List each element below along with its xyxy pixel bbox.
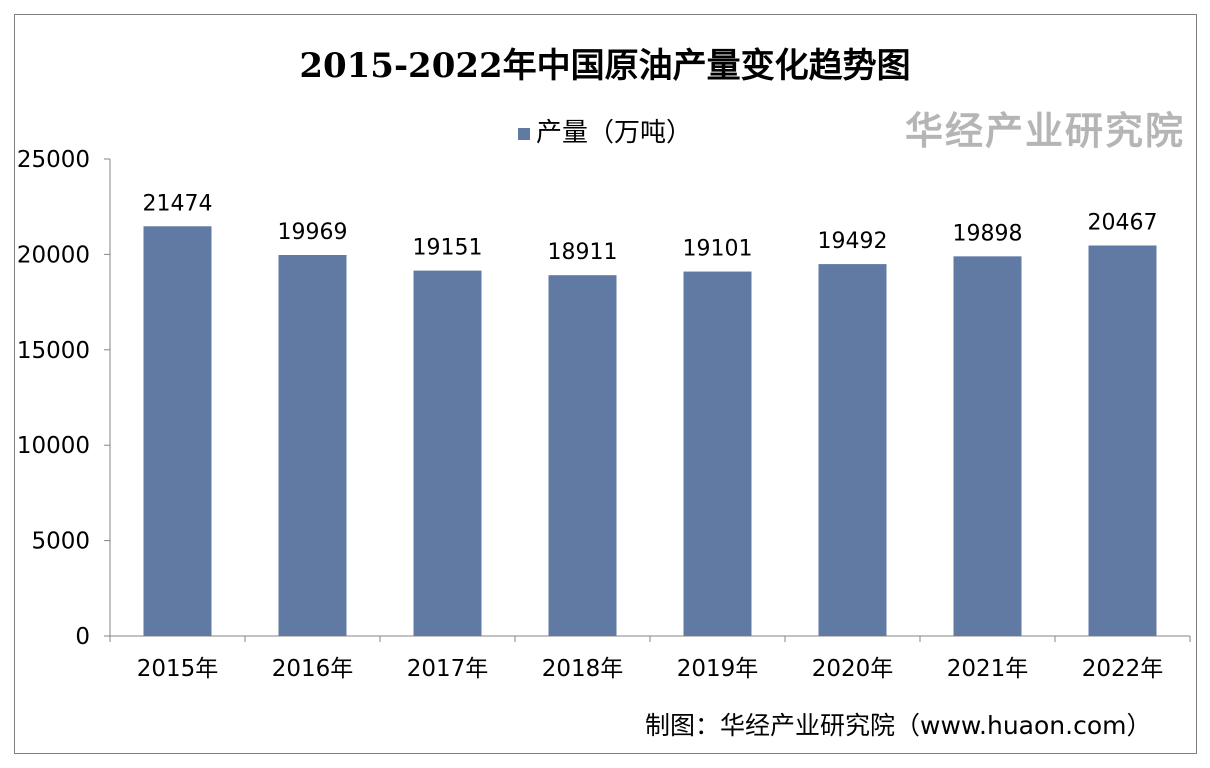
y-tick-label: 10000: [17, 433, 90, 459]
data-label: 21474: [143, 191, 213, 216]
legend: 产量（万吨）: [0, 112, 1210, 149]
data-label: 18911: [548, 240, 618, 265]
bar: [818, 264, 887, 636]
data-label: 19151: [413, 236, 483, 261]
y-tick-label: 0: [75, 624, 90, 650]
data-label: 19898: [953, 221, 1023, 246]
bar: [548, 275, 617, 636]
x-tick-label: 2019年: [677, 656, 759, 682]
bar: [413, 270, 482, 636]
watermark: 华经产业研究院: [905, 109, 1186, 153]
x-tick-label: 2018年: [542, 656, 624, 682]
data-label: 19969: [278, 220, 348, 245]
bar: [953, 256, 1022, 636]
bar: [683, 271, 752, 636]
bar: [1088, 245, 1157, 637]
legend-swatch: [517, 127, 530, 140]
x-tick-label: 2021年: [947, 656, 1029, 682]
legend-label: 产量（万吨）: [535, 118, 692, 148]
y-tick-label: 15000: [17, 338, 90, 364]
x-tick-label: 2022年: [1082, 656, 1164, 682]
x-tick-label: 2017年: [407, 656, 489, 682]
data-label: 19492: [818, 229, 888, 254]
y-tick-label: 25000: [17, 147, 90, 173]
source-note: 制图：华经产业研究院（www.huaon.com）: [645, 711, 1152, 740]
x-tick-label: 2015年: [137, 656, 219, 682]
x-tick-label: 2020年: [812, 656, 894, 682]
chart-title: 2015-2022年中国原油产量变化趋势图: [299, 46, 911, 86]
bar: [143, 226, 212, 637]
bar: [278, 254, 347, 636]
y-tick-label: 20000: [17, 242, 90, 268]
y-tick-label: 5000: [31, 529, 90, 555]
x-tick-label: 2016年: [272, 656, 354, 682]
data-label: 20467: [1088, 210, 1158, 235]
data-label: 19101: [683, 237, 753, 262]
